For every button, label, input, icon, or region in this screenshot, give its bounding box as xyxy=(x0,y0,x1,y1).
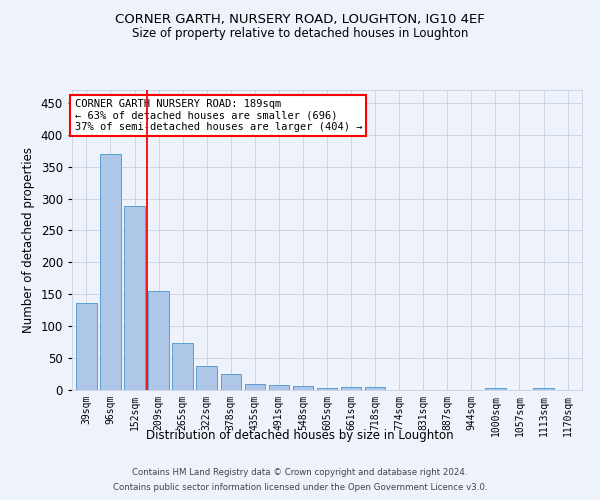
Bar xyxy=(148,291,169,390)
Bar xyxy=(221,374,241,390)
Y-axis label: Number of detached properties: Number of detached properties xyxy=(22,147,35,333)
Bar xyxy=(196,366,217,390)
Bar xyxy=(245,384,265,390)
Text: Contains public sector information licensed under the Open Government Licence v3: Contains public sector information licen… xyxy=(113,483,487,492)
Bar xyxy=(293,386,313,390)
Text: Distribution of detached houses by size in Loughton: Distribution of detached houses by size … xyxy=(146,428,454,442)
Bar xyxy=(124,206,145,390)
Text: CORNER GARTH, NURSERY ROAD, LOUGHTON, IG10 4EF: CORNER GARTH, NURSERY ROAD, LOUGHTON, IG… xyxy=(115,12,485,26)
Text: CORNER GARTH NURSERY ROAD: 189sqm
← 63% of detached houses are smaller (696)
37%: CORNER GARTH NURSERY ROAD: 189sqm ← 63% … xyxy=(74,99,362,132)
Bar xyxy=(317,388,337,390)
Bar xyxy=(533,388,554,390)
Bar xyxy=(100,154,121,390)
Bar xyxy=(269,385,289,390)
Bar xyxy=(485,388,506,390)
Text: Size of property relative to detached houses in Loughton: Size of property relative to detached ho… xyxy=(132,28,468,40)
Text: Contains HM Land Registry data © Crown copyright and database right 2024.: Contains HM Land Registry data © Crown c… xyxy=(132,468,468,477)
Bar xyxy=(365,388,385,390)
Bar xyxy=(76,303,97,390)
Bar xyxy=(341,388,361,390)
Bar xyxy=(172,343,193,390)
